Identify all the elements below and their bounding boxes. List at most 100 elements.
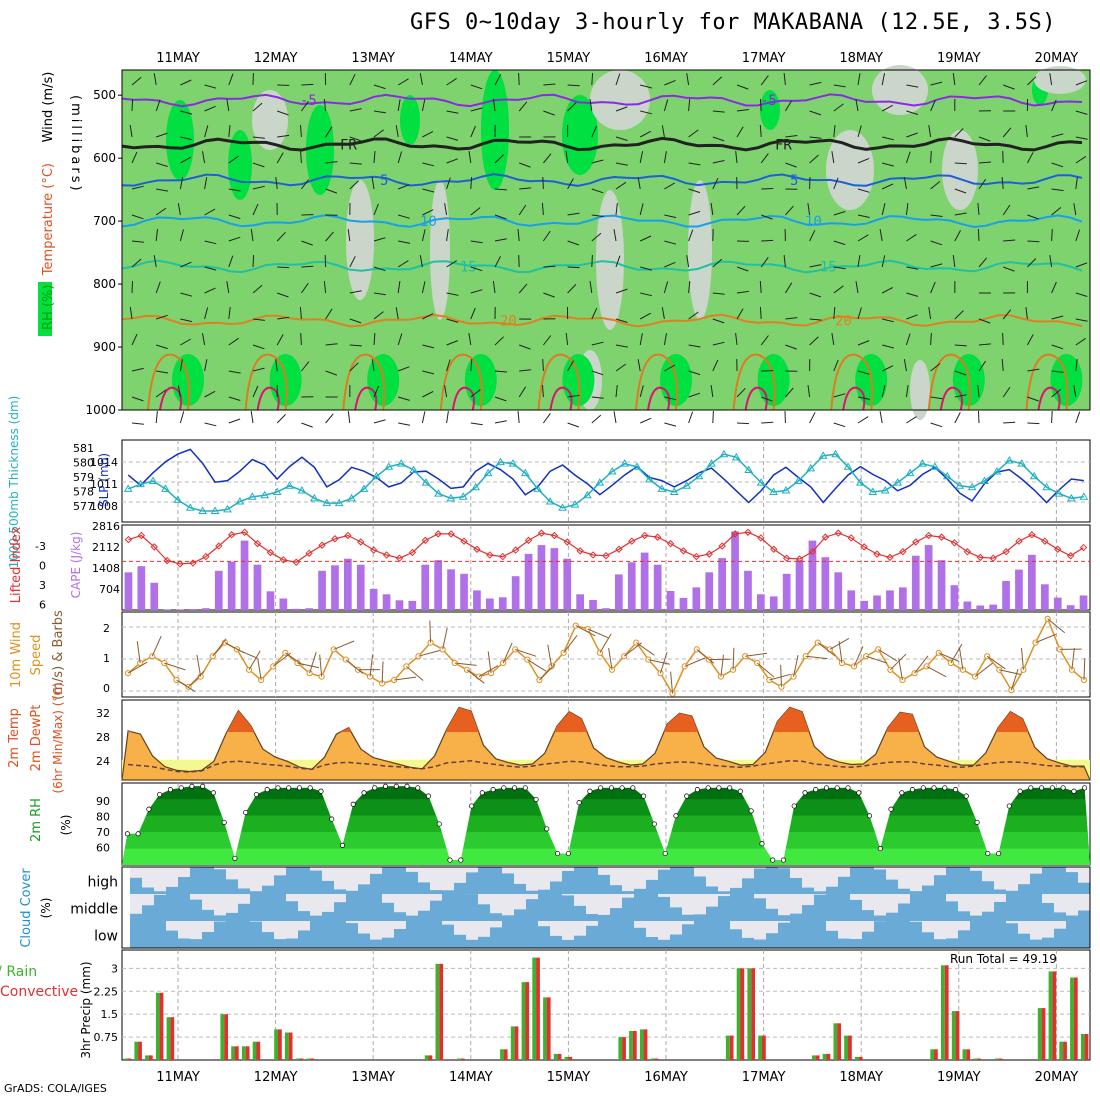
series-marker <box>558 503 567 511</box>
cloud-clear-segment <box>922 867 934 886</box>
wind-barb <box>761 214 773 220</box>
series-marker <box>657 670 664 677</box>
li-marker <box>150 543 158 551</box>
cloud-clear-segment <box>214 921 226 922</box>
wind-barb <box>978 257 988 268</box>
temp-ylabel-2: 2m DewPt <box>29 705 44 772</box>
wind-ylabel-3: (m/s) & Barbs <box>51 610 66 700</box>
wind-barb <box>131 280 133 294</box>
series-marker <box>347 493 356 502</box>
rh-marker <box>167 787 173 793</box>
wind-barb-10m <box>151 635 162 657</box>
wind-barb-10m <box>587 628 609 639</box>
contour-label: -5 <box>760 93 777 109</box>
run-total-label: Run Total = 49.19 <box>950 952 1057 966</box>
cape-bar <box>150 582 159 610</box>
cloud-clear-segment <box>658 867 670 870</box>
cloud-clear-segment <box>382 894 394 903</box>
wind-barb <box>688 229 694 242</box>
precip-total-bar <box>747 968 752 1060</box>
wind-barb <box>179 411 185 424</box>
wind-barb <box>978 343 991 346</box>
wind-barb <box>952 73 956 86</box>
wind-barb <box>301 83 314 86</box>
cloud-clear-segment <box>706 867 718 887</box>
precip-total-bar <box>274 1029 278 1060</box>
cape-bar <box>1028 554 1036 610</box>
panel-frame <box>121 439 1091 523</box>
li-marker <box>318 541 326 549</box>
cloud-clear-segment <box>502 894 514 916</box>
rh-marker <box>135 831 141 837</box>
precip-tick: 1.5 <box>101 1008 119 1021</box>
precip-total-bar <box>629 1031 633 1060</box>
precip-total-bar <box>618 1037 623 1060</box>
cloud-clear-segment <box>934 921 946 940</box>
series-marker <box>893 478 903 486</box>
contour-label: 20 <box>500 314 517 330</box>
wind-barb <box>735 151 738 164</box>
wind-barb <box>156 344 168 350</box>
series-marker <box>942 471 952 480</box>
slp-tick: 1011 <box>90 478 118 491</box>
rh-dry-area <box>346 180 374 300</box>
wind-barb <box>736 308 744 320</box>
cloud-clear-segment <box>718 894 730 897</box>
cloud-clear-segment <box>886 867 898 880</box>
wind-barb <box>1049 255 1053 268</box>
wind-barb <box>373 237 386 242</box>
temperature-contour-25 <box>635 353 678 411</box>
cloud-clear-segment <box>490 894 502 914</box>
series-marker <box>161 484 170 492</box>
wind-barb <box>567 422 580 428</box>
cape-bar <box>369 588 378 610</box>
series-marker <box>496 457 505 466</box>
rh-dry-area <box>430 180 450 320</box>
wind-barb <box>639 333 643 346</box>
wind-barb <box>228 307 231 320</box>
precip-conv-bar <box>439 963 444 1061</box>
cape-bar <box>834 572 843 610</box>
wind-barb-10m <box>333 640 355 650</box>
cape-bar <box>627 562 636 610</box>
cape-bar <box>227 561 236 610</box>
date-label-bottom: 14MAY <box>449 1070 493 1085</box>
wind-barb <box>857 125 862 138</box>
wind-barb <box>252 367 265 372</box>
rh-marker <box>823 785 830 791</box>
wind-barb <box>1075 262 1088 268</box>
cloud-clear-segment <box>622 867 634 892</box>
li-marker <box>460 537 468 545</box>
cape-bar <box>137 566 146 610</box>
wind-barb <box>785 317 798 320</box>
wind-barb <box>640 292 653 297</box>
contour-label: 10 <box>805 214 822 230</box>
wind-barb <box>204 307 209 320</box>
rh-marker <box>404 783 410 789</box>
li-marker <box>705 550 713 558</box>
cloud-clear-segment <box>682 921 694 925</box>
li-marker <box>795 555 804 563</box>
rh-humid-area <box>400 95 420 145</box>
precip-conv-bar <box>751 968 755 1060</box>
wind-barb <box>831 151 835 164</box>
wind-barb <box>905 385 909 398</box>
series-marker <box>707 459 716 467</box>
wind-barb <box>422 162 435 167</box>
wind-barb <box>688 210 701 216</box>
wind-barb <box>736 84 749 90</box>
wind-barb <box>470 240 483 244</box>
series-marker <box>1079 492 1089 500</box>
temperature-contour-25 <box>1025 353 1069 411</box>
cape-bar <box>963 601 972 610</box>
wind-barb <box>1027 214 1039 220</box>
wind-barb <box>349 136 362 142</box>
wind-barb <box>129 307 133 320</box>
wind-barb <box>1073 203 1077 216</box>
cape-bar <box>279 598 288 610</box>
li-marker <box>473 545 481 553</box>
rh-marker <box>361 790 367 796</box>
wind-barb <box>857 234 869 242</box>
contour-label: 20 <box>835 314 852 330</box>
wind-barb <box>615 203 618 216</box>
